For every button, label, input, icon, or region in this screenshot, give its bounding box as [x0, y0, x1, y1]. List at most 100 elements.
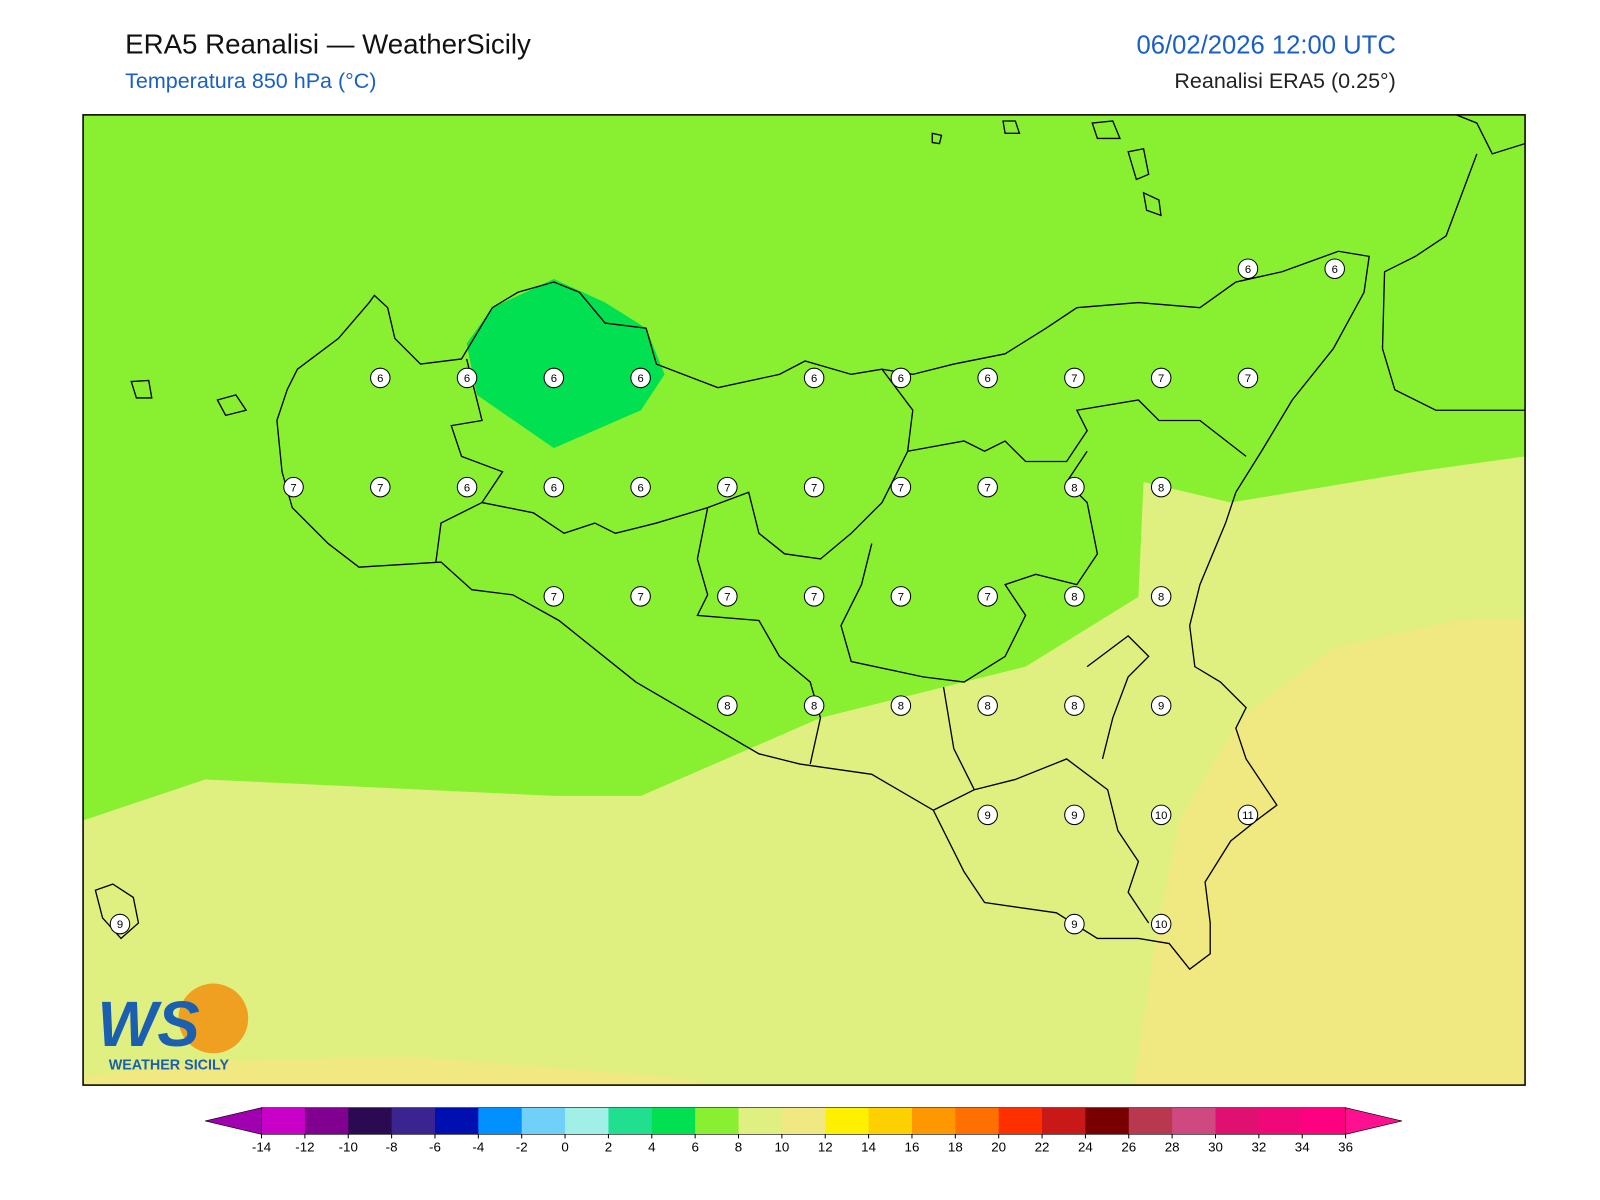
colorbar-tick-label: 26 [1121, 1140, 1136, 1155]
colorbar-segment [1215, 1107, 1260, 1135]
colorbar-segment [651, 1107, 696, 1135]
coastline [276, 250, 1370, 971]
station-marker [630, 476, 651, 498]
map-area [83, 114, 1526, 1086]
station-value: 6 [464, 373, 470, 385]
station-marker [1237, 258, 1259, 279]
logo-sun [178, 983, 249, 1054]
calabria-coast [1381, 114, 1526, 411]
colorbar-segment [738, 1107, 783, 1135]
colorbar-tick-label: 20 [991, 1140, 1006, 1155]
colorbar-tick-label: 0 [561, 1140, 568, 1155]
station-marker [977, 586, 998, 607]
station-marker [1237, 367, 1259, 389]
station-marker [1150, 913, 1172, 935]
colorbar-segment [608, 1107, 653, 1135]
station-value: 7 [377, 482, 383, 494]
station-marker [803, 695, 825, 716]
colorbar-tick-label: 32 [1251, 1140, 1266, 1155]
station-value: 8 [811, 701, 817, 713]
station-value: 11 [1242, 810, 1254, 822]
station-value: 6 [464, 482, 470, 494]
field-10-12 [1133, 618, 1526, 1086]
station-marker [456, 476, 478, 498]
colorbar-tick-label: 10 [774, 1140, 789, 1155]
station-marker [803, 586, 825, 607]
station-value: 8 [1071, 701, 1077, 713]
station-marker [1237, 804, 1259, 826]
source: Reanalisi ERA5 (0.25°) [1174, 69, 1395, 93]
station-value: 9 [1071, 919, 1077, 931]
station-value: 6 [551, 373, 557, 385]
station-value: 7 [811, 482, 817, 494]
station-value: 9 [1158, 701, 1164, 713]
station-marker [1150, 476, 1172, 498]
station-marker [977, 476, 998, 498]
colorbar-tick-label: -6 [429, 1140, 441, 1155]
colorbar-segment [1085, 1107, 1130, 1135]
station-value: 7 [811, 591, 817, 603]
station-marker [890, 476, 912, 498]
station-marker [1150, 367, 1172, 389]
station-marker [977, 367, 998, 389]
station-value: 10 [1155, 810, 1168, 822]
colorbar-tick-label: 34 [1295, 1140, 1310, 1155]
station-value: 6 [637, 373, 643, 385]
station-marker [630, 586, 651, 607]
station-value: 7 [551, 591, 557, 603]
station-marker [1064, 367, 1085, 389]
colorbar-tick-label: -2 [516, 1140, 528, 1155]
colorbar-segment [348, 1107, 393, 1135]
station-marker [803, 476, 825, 498]
station-value: 6 [1245, 264, 1251, 276]
station-marker [1064, 913, 1085, 935]
station-value: 6 [551, 482, 557, 494]
colorbar-segment [1258, 1107, 1303, 1135]
subtitle: Temperatura 850 hPa (°C) [125, 69, 376, 93]
station-marker [370, 367, 391, 389]
station-value: 6 [637, 482, 643, 494]
station-value: 9 [117, 919, 123, 931]
station-value: 6 [377, 373, 383, 385]
station-marker [1150, 695, 1172, 716]
station-value: 8 [898, 701, 904, 713]
colorbar-segment [955, 1107, 1000, 1135]
colorbar-tick-label: -12 [295, 1140, 314, 1155]
station-marker [283, 476, 304, 498]
datetime: 06/02/2026 12:00 UTC [1137, 31, 1396, 59]
station-marker [717, 695, 738, 716]
station-value: 7 [898, 482, 904, 494]
station-marker [1064, 476, 1085, 498]
logo: WS WEATHER SICILY [97, 983, 249, 1074]
station-marker [543, 586, 565, 607]
station-value: 7 [290, 482, 296, 494]
colorbar-segment [565, 1107, 609, 1135]
title: ERA5 Reanalisi — WeatherSicily [125, 28, 531, 59]
colorbar-tick-label: 28 [1165, 1140, 1180, 1155]
station-value: 7 [724, 482, 730, 494]
colorbar-tick-label: 4 [648, 1140, 656, 1155]
station-value: 7 [1158, 373, 1164, 385]
station-value: 9 [1071, 810, 1077, 822]
station-value: 8 [1071, 482, 1077, 494]
station-value: 7 [637, 591, 643, 603]
station-marker [1064, 695, 1085, 716]
station-marker [543, 367, 565, 389]
colorbar-segment [434, 1107, 479, 1135]
colorbar-tick-label: 8 [735, 1140, 742, 1155]
colorbar-tick-label: 12 [818, 1140, 833, 1155]
islands [94, 120, 1162, 940]
colorbar: -14 -12 -10 -8 -6 -4 -2 0 2 4 6 8 10 12 14 16 18 20 22 24 26… [205, 1107, 1403, 1155]
station-value: 8 [724, 701, 730, 713]
colorbar-segment [391, 1107, 436, 1135]
colorbar-tick-label: 24 [1078, 1140, 1093, 1155]
station-marker [890, 586, 912, 607]
station-marker [1150, 586, 1172, 607]
colorbar-segment [521, 1107, 566, 1135]
station-value: 7 [1245, 373, 1251, 385]
station-marker [630, 367, 651, 389]
station-marker [977, 695, 998, 716]
colorbar-tick-label: -8 [386, 1140, 398, 1155]
colorbar-segment [911, 1107, 956, 1135]
station-marker [803, 367, 825, 389]
